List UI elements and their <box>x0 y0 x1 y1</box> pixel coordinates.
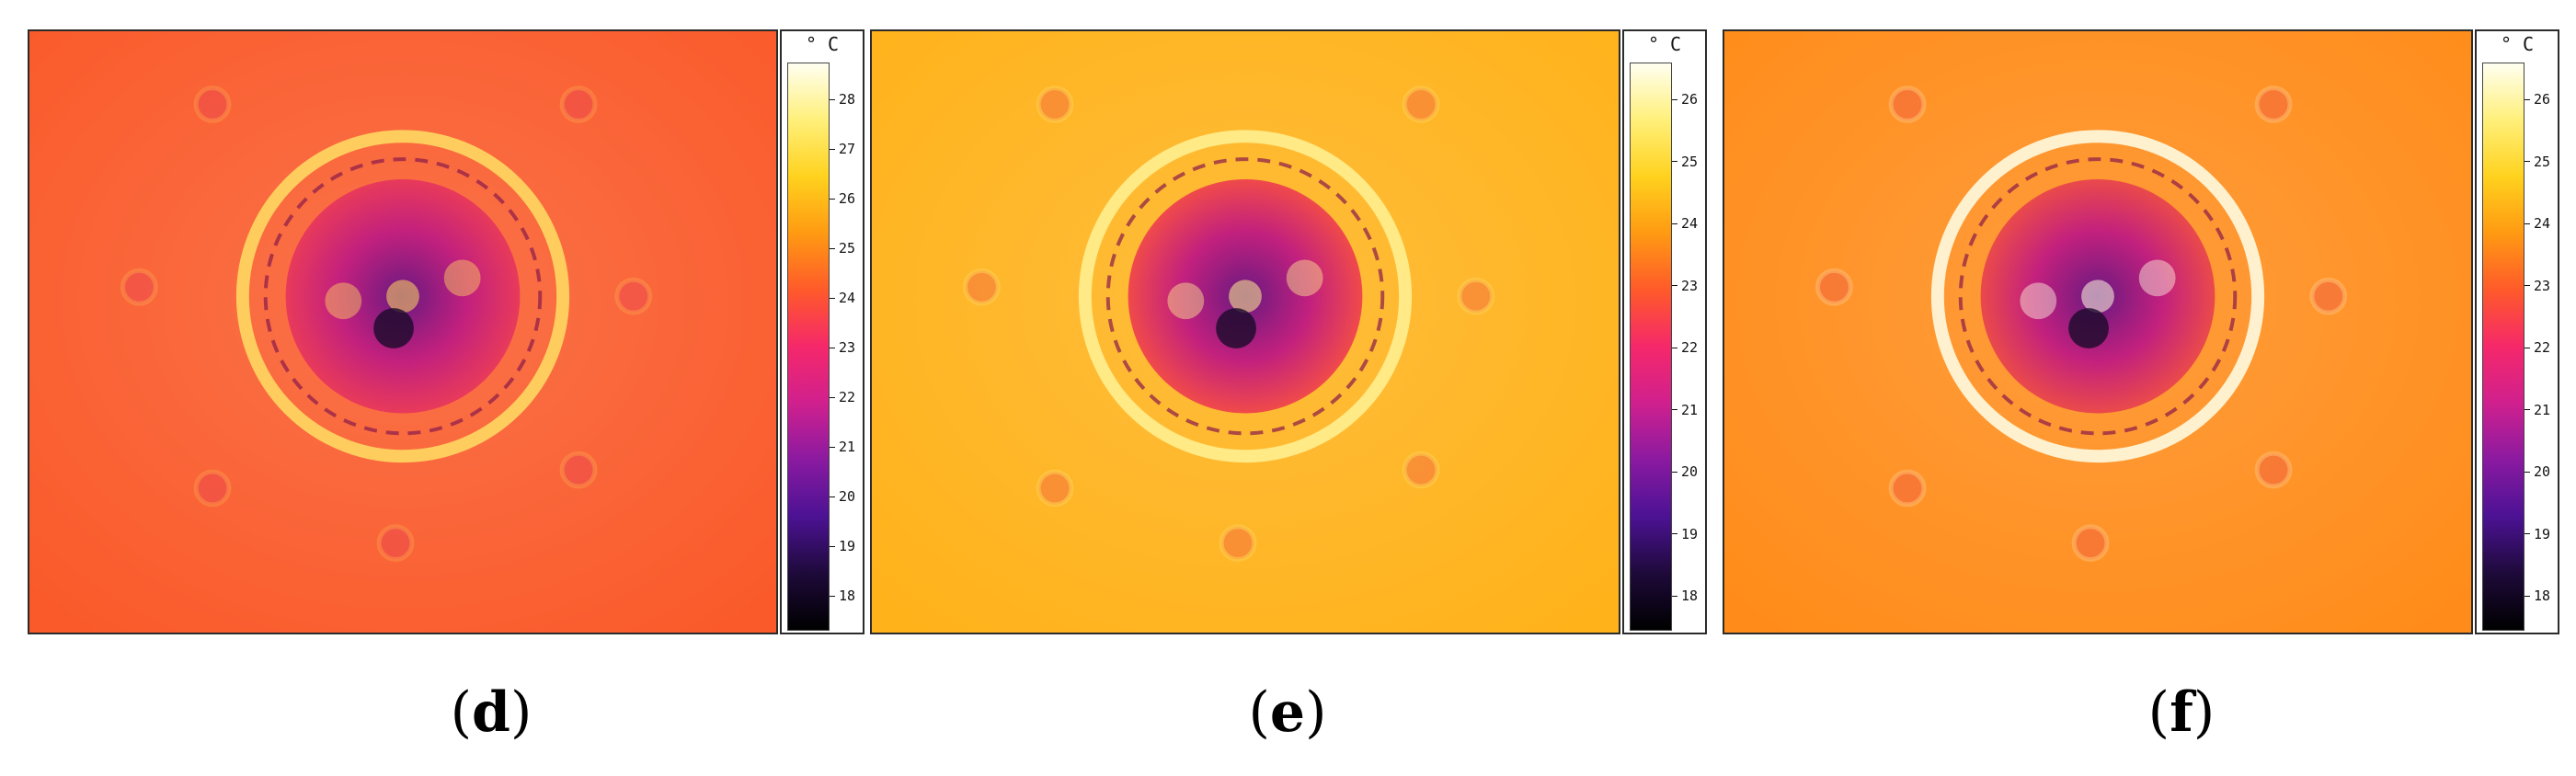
outer-flange-ring <box>235 130 570 463</box>
panel-caption: (d) <box>450 680 532 745</box>
mounting-hole <box>559 86 598 123</box>
mounting-hole <box>376 524 415 562</box>
thermal-image <box>870 29 1620 634</box>
colorbar-tick-label: 22 <box>1672 338 1707 357</box>
center-spot <box>386 280 419 314</box>
temperature-scale: ° C 26 25 24 23 22 21 20 19 18 <box>2475 29 2559 634</box>
dark-core <box>373 308 414 348</box>
dashed-ring <box>263 157 543 436</box>
side-spot <box>1286 259 1323 297</box>
scale-unit-label: ° C <box>2500 33 2535 55</box>
outer-flange-ring <box>1078 130 1413 463</box>
panel-caption: (f) <box>2147 680 2215 745</box>
colorbar-tick-label: 21 <box>2524 401 2559 419</box>
mounting-hole <box>1457 277 1495 315</box>
colorbar-tick-label: 25 <box>830 239 864 257</box>
side-spot <box>1167 282 1205 320</box>
side-spot <box>443 259 481 297</box>
colorbar-tick-label: 26 <box>2524 90 2559 108</box>
mounting-hole <box>2254 86 2293 123</box>
mounting-hole <box>614 277 653 315</box>
colorbar-ticks: 28 27 26 25 24 23 22 21 20 19 18 <box>830 63 864 631</box>
dark-core <box>2068 308 2109 348</box>
mounting-hole <box>963 268 1001 306</box>
mounting-hole <box>120 268 158 306</box>
colorbar-tick-label: 19 <box>2524 525 2559 543</box>
colorbar-tick-label: 28 <box>830 90 864 108</box>
mounting-hole <box>1402 86 1440 123</box>
mounting-hole <box>193 86 232 123</box>
colorbar-tick-label: 21 <box>1672 401 1707 419</box>
colorbar-tick-label: 23 <box>830 338 864 357</box>
colorbar <box>2482 63 2524 631</box>
colorbar-tick-label: 23 <box>2524 277 2559 295</box>
thermal-panel-d: ° C 28 27 26 25 24 23 22 21 20 19 18 <box>28 29 864 634</box>
mounting-hole <box>2071 524 2110 562</box>
colorbar-ticks: 26 25 24 23 22 21 20 19 18 <box>1672 63 1707 631</box>
mounting-hole <box>1036 86 1074 123</box>
scale-unit-label: ° C <box>1647 33 1682 55</box>
mounting-hole <box>193 469 232 508</box>
colorbar-tick-label: 18 <box>830 587 864 605</box>
side-spot <box>2138 259 2176 297</box>
center-spot <box>1229 280 1262 314</box>
dashed-ring <box>1105 157 1385 436</box>
colorbar-tick-label: 19 <box>1672 525 1707 543</box>
mounting-hole <box>2309 277 2348 315</box>
mounting-hole <box>1219 524 1257 562</box>
mounting-hole <box>1888 86 1927 123</box>
colorbar-tick-label: 24 <box>2524 214 2559 233</box>
colorbar-tick-label: 25 <box>1672 153 1707 171</box>
colorbar-tick-label: 23 <box>1672 277 1707 295</box>
side-spot <box>2020 282 2057 320</box>
colorbar-tick-label: 26 <box>830 189 864 208</box>
colorbar-tick-label: 25 <box>2524 153 2559 171</box>
thermal-panel-f: ° C 26 25 24 23 22 21 20 19 18 <box>1723 29 2559 634</box>
colorbar-tick-label: 18 <box>1672 587 1707 605</box>
thermal-panel-e: ° C 26 25 24 23 22 21 20 19 18 <box>870 29 1707 634</box>
colorbar <box>787 63 830 631</box>
thermal-image <box>1723 29 2473 634</box>
colorbar-tick-label: 22 <box>2524 338 2559 357</box>
mounting-hole <box>1888 469 1927 508</box>
thermal-image <box>28 29 778 634</box>
colorbar-tick-label: 27 <box>830 140 864 158</box>
colorbar-tick-label: 21 <box>830 438 864 456</box>
colorbar-tick-label: 22 <box>830 388 864 406</box>
colorbar-tick-label: 20 <box>1672 462 1707 481</box>
colorbar-tick-label: 18 <box>2524 587 2559 605</box>
scale-unit-label: ° C <box>805 33 840 55</box>
colorbar-tick-label: 19 <box>830 537 864 555</box>
colorbar-tick-label: 20 <box>2524 462 2559 481</box>
colorbar-tick-label: 20 <box>830 487 864 506</box>
colorbar-tick-label: 24 <box>1672 214 1707 233</box>
side-spot <box>325 282 362 320</box>
mounting-hole <box>1815 268 1853 306</box>
colorbar-ticks: 26 25 24 23 22 21 20 19 18 <box>2524 63 2559 631</box>
mounting-hole <box>1402 451 1440 489</box>
temperature-scale: ° C 28 27 26 25 24 23 22 21 20 19 18 <box>780 29 864 634</box>
mounting-hole <box>1036 469 1074 508</box>
temperature-scale: ° C 26 25 24 23 22 21 20 19 18 <box>1622 29 1707 634</box>
colorbar <box>1630 63 1672 631</box>
colorbar-tick-label: 24 <box>830 289 864 307</box>
mounting-hole <box>2254 451 2293 489</box>
center-spot <box>2081 280 2114 314</box>
mounting-hole <box>559 451 598 489</box>
dashed-ring <box>1958 157 2238 436</box>
panel-caption: (e) <box>1248 680 1327 745</box>
outer-flange-ring <box>1930 130 2265 463</box>
colorbar-tick-label: 26 <box>1672 90 1707 108</box>
dark-core <box>1216 308 1256 348</box>
